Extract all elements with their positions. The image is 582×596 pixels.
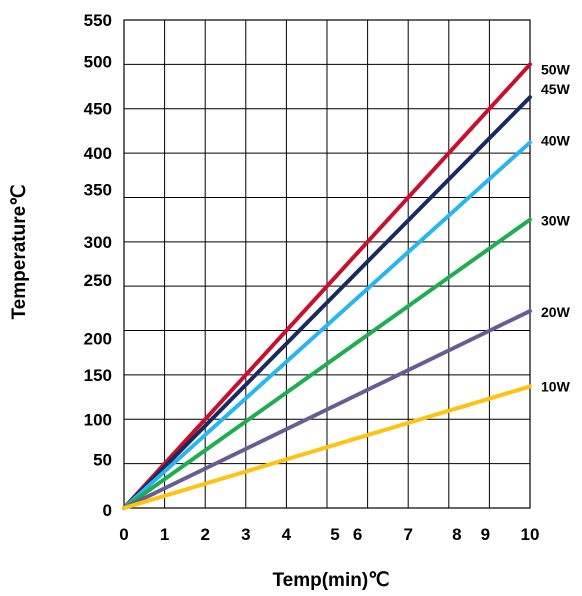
series-label-10w: 10W [541, 378, 571, 394]
x-tick-label: 4 [282, 525, 292, 544]
series-line-40w [122, 140, 532, 510]
y-tick-label: 150 [84, 366, 112, 385]
x-tick-label: 7 [403, 525, 412, 544]
y-tick-label: 300 [84, 233, 112, 252]
x-tick-label: 3 [241, 525, 250, 544]
y-tick-label: 250 [84, 271, 112, 290]
x-tick-label: 10 [521, 525, 540, 544]
series-line-30w [122, 217, 532, 510]
series-line-45w [122, 95, 532, 510]
series-labels: 50W 45W 40W 30W 20W 10W [541, 61, 571, 394]
series-label-50w: 50W [541, 61, 571, 77]
x-tick-label: 0 [119, 525, 128, 544]
series-label-40w: 40W [541, 132, 571, 148]
x-axis-ticks: 0 1 2 3 4 5 6 7 8 9 10 [119, 525, 539, 544]
y-tick-label: 50 [93, 451, 112, 470]
series-lines [122, 62, 532, 510]
y-tick-label: 450 [84, 100, 112, 119]
x-tick-label: 1 [160, 525, 169, 544]
x-tick-label: 2 [200, 525, 209, 544]
y-tick-label: 0 [103, 501, 112, 520]
y-tick-label: 350 [84, 180, 112, 199]
series-label-30w: 30W [541, 213, 571, 229]
y-tick-label: 400 [84, 144, 112, 163]
series-line-20w [122, 309, 532, 510]
y-tick-label: 100 [84, 410, 112, 429]
y-tick-label: 500 [84, 52, 112, 71]
series-line-50w [122, 62, 532, 510]
y-tick-label: 200 [84, 330, 112, 349]
x-tick-label: 5 [330, 525, 339, 544]
x-tick-label: 8 [452, 525, 461, 544]
y-tick-label: 550 [84, 11, 112, 30]
x-tick-label: 6 [353, 525, 362, 544]
plot-grid [123, 19, 531, 509]
x-tick-label: 9 [481, 525, 490, 544]
series-label-20w: 20W [541, 304, 571, 320]
series-line-10w [122, 384, 532, 510]
y-axis-ticks: 0 50 100 150 200 250 300 350 400 450 500 550 [84, 11, 112, 520]
series-label-45w: 45W [541, 81, 571, 97]
x-axis-title: Temp(min)℃ [272, 570, 389, 591]
y-axis-title: Temperature℃ [9, 184, 30, 319]
